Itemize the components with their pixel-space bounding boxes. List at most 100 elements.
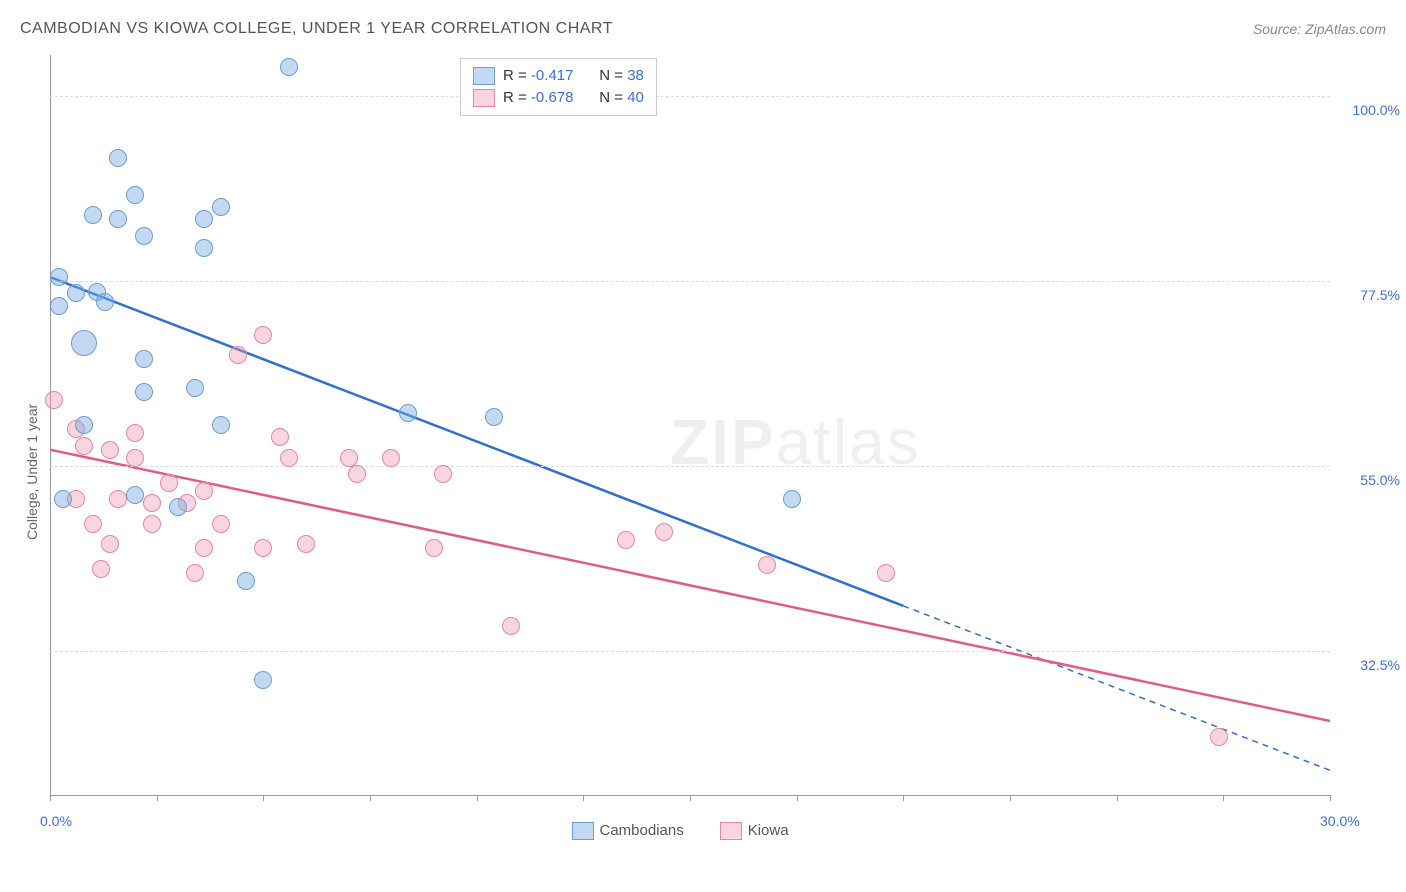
data-point: [254, 539, 272, 557]
data-point: [399, 404, 417, 422]
data-point: [92, 560, 110, 578]
y-tick-label: 32.5%: [1340, 657, 1400, 673]
data-point: [758, 556, 776, 574]
legend-r-label: R =: [503, 89, 531, 106]
source-attribution: Source: ZipAtlas.com: [1253, 21, 1386, 37]
data-point: [212, 198, 230, 216]
data-point: [160, 474, 178, 492]
data-point: [109, 210, 127, 228]
x-tick-mark: [263, 795, 264, 801]
y-tick-label: 55.0%: [1340, 472, 1400, 488]
legend-swatch: [572, 822, 594, 840]
data-point: [617, 531, 635, 549]
trend-lines-svg: [50, 55, 1330, 795]
legend-n-label: N =: [591, 89, 627, 106]
data-point: [254, 671, 272, 689]
x-tick-mark: [1117, 795, 1118, 801]
data-point: [195, 239, 213, 257]
data-point: [126, 186, 144, 204]
x-tick-mark: [477, 795, 478, 801]
data-point: [877, 564, 895, 582]
data-point: [75, 437, 93, 455]
series-legend-item: Cambodians: [572, 822, 684, 840]
data-point: [50, 268, 68, 286]
x-tick-mark: [1223, 795, 1224, 801]
data-point: [143, 494, 161, 512]
data-point: [186, 564, 204, 582]
y-axis-label: College, Under 1 year: [24, 404, 40, 540]
data-point: [297, 535, 315, 553]
x-tick-mark: [157, 795, 158, 801]
data-point: [434, 465, 452, 483]
legend-r-label: R =: [503, 67, 531, 84]
data-point: [212, 416, 230, 434]
data-point: [84, 515, 102, 533]
gridline: [50, 466, 1330, 467]
scatter-plot-area: ZIPatlas 32.5%55.0%77.5%100.0%: [50, 55, 1330, 795]
x-tick-mark: [903, 795, 904, 801]
legend-row: R = -0.417 N = 38: [473, 65, 644, 87]
data-point: [280, 58, 298, 76]
data-point: [50, 297, 68, 315]
x-tick-mark: [370, 795, 371, 801]
legend-n-value: 38: [627, 67, 644, 84]
data-point: [195, 539, 213, 557]
data-point: [45, 391, 63, 409]
legend-swatch: [473, 89, 495, 107]
data-point: [280, 449, 298, 467]
legend-swatch: [473, 67, 495, 85]
chart-header: CAMBODIAN VS KIOWA COLLEGE, UNDER 1 YEAR…: [20, 20, 1386, 38]
data-point: [254, 326, 272, 344]
data-point: [425, 539, 443, 557]
data-point: [84, 206, 102, 224]
data-point: [195, 210, 213, 228]
legend-row: R = -0.678 N = 40: [473, 87, 644, 109]
data-point: [109, 149, 127, 167]
correlation-legend: R = -0.417 N = 38R = -0.678 N = 40: [460, 58, 657, 116]
data-point: [126, 424, 144, 442]
x-tick-mark: [50, 795, 51, 801]
x-tick-mark: [1330, 795, 1331, 801]
series-label: Cambodians: [600, 822, 684, 839]
data-point: [126, 486, 144, 504]
data-point: [135, 383, 153, 401]
y-tick-label: 100.0%: [1340, 102, 1400, 118]
legend-r-value: -0.417: [531, 65, 591, 87]
trend-line: [903, 606, 1330, 770]
data-point: [502, 617, 520, 635]
chart-title: CAMBODIAN VS KIOWA COLLEGE, UNDER 1 YEAR…: [20, 20, 613, 38]
data-point: [126, 449, 144, 467]
data-point: [71, 330, 97, 356]
data-point: [783, 490, 801, 508]
data-point: [96, 293, 114, 311]
trend-line: [50, 277, 903, 606]
data-point: [101, 441, 119, 459]
gridline: [50, 96, 1330, 97]
data-point: [1210, 728, 1228, 746]
y-tick-label: 77.5%: [1340, 287, 1400, 303]
data-point: [101, 535, 119, 553]
data-point: [212, 515, 230, 533]
data-point: [169, 498, 187, 516]
data-point: [340, 449, 358, 467]
gridline: [50, 651, 1330, 652]
data-point: [382, 449, 400, 467]
legend-swatch: [720, 822, 742, 840]
source-name: ZipAtlas.com: [1305, 21, 1386, 37]
legend-n-value: 40: [627, 89, 644, 106]
legend-n-label: N =: [591, 67, 627, 84]
data-point: [75, 416, 93, 434]
data-point: [67, 284, 85, 302]
data-point: [54, 490, 72, 508]
gridline: [50, 281, 1330, 282]
data-point: [135, 227, 153, 245]
x-tick-label: 0.0%: [40, 813, 72, 829]
series-legend: Cambodians Kiowa: [554, 822, 807, 840]
data-point: [186, 379, 204, 397]
data-point: [143, 515, 161, 533]
data-point: [485, 408, 503, 426]
series-label: Kiowa: [748, 822, 789, 839]
data-point: [195, 482, 213, 500]
x-tick-label: 30.0%: [1320, 813, 1360, 829]
series-legend-item: Kiowa: [720, 822, 789, 840]
